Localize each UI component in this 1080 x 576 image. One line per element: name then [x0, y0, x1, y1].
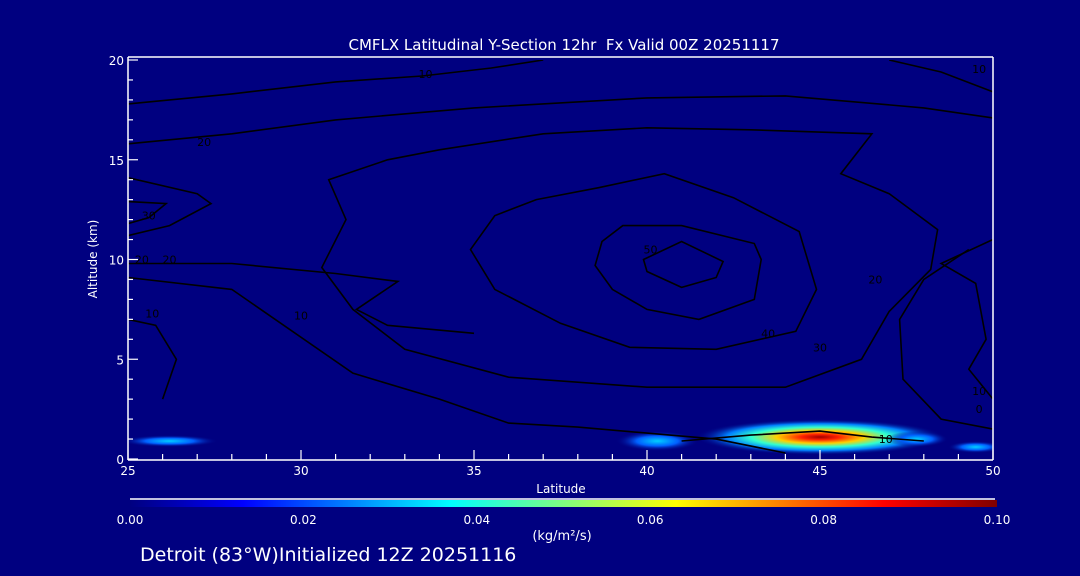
x-tick-label: 40 [639, 464, 654, 478]
contour-label: 30 [813, 341, 827, 354]
contour-label: 10 [145, 307, 159, 320]
colorbar-tick-label: 0.00 [117, 513, 144, 527]
colorbar-tick-label: 0.06 [637, 513, 664, 527]
contour-line-20 [128, 262, 475, 335]
contour-label: 20 [135, 253, 149, 266]
y-tick-label: 15 [109, 154, 124, 168]
contour-layer [128, 60, 993, 454]
x-tick-label: 35 [466, 464, 481, 478]
colorbar [130, 500, 997, 507]
x-axis-label: Latitude [536, 482, 585, 496]
y-tick-label: 10 [109, 254, 124, 268]
contour-line-10 [128, 276, 786, 454]
contour-line-0 [898, 248, 993, 430]
y-tick-label: 20 [109, 54, 124, 68]
colorbar-tick-label: 0.10 [984, 513, 1011, 527]
contour-label: 20 [197, 136, 211, 149]
contour-line-10 [939, 238, 993, 400]
colorbar-tick-label: 0.04 [463, 513, 490, 527]
y-tick-label: 5 [116, 353, 124, 367]
contour-line-10 [889, 60, 993, 93]
x-axis-ticks: 25 30 35 40 45 50 [120, 450, 1001, 478]
contour-label: 50 [643, 244, 657, 257]
contour-line-30 [469, 172, 818, 351]
contour-label: 10 [972, 63, 986, 76]
contour-line-20 [128, 176, 213, 237]
contour-label-layer: 50 40 30 20 10 20 30 20 20 10 10 10 10 10 0 [135, 63, 986, 446]
contour-line-20 [320, 126, 939, 389]
colorbar-units: (kg/m²/s) [532, 529, 591, 544]
contour-line-20 [128, 95, 993, 145]
contour-line-50 [642, 240, 725, 289]
flux-region-0 [695, 419, 945, 456]
chart-title: CMFLX Latitudinal Y-Section 12hr Fx Vali… [348, 36, 779, 54]
contour-label: 20 [868, 273, 882, 286]
x-tick-label: 45 [812, 464, 827, 478]
x-tick-label: 50 [985, 464, 1000, 478]
contour-label: 30 [142, 210, 156, 223]
flux-fill-layer [128, 419, 993, 456]
y-axis-label: Altitude (km) [86, 220, 100, 299]
y-tick-label: 0 [116, 453, 124, 467]
contour-label: 20 [163, 253, 177, 266]
x-tick-label: 30 [293, 464, 308, 478]
x-tick-label: 25 [120, 464, 135, 478]
contour-line-10 [128, 318, 178, 400]
flux-region-2 [885, 431, 949, 448]
contour-label: 10 [879, 433, 893, 446]
contour-label: 10 [419, 68, 433, 81]
contour-label: 40 [761, 327, 775, 340]
flux-region-3 [128, 435, 218, 448]
contour-line-40 [594, 224, 763, 321]
contour-label: 0 [976, 403, 983, 416]
y-axis-ticks: 0 5 10 15 20 [109, 54, 138, 467]
plot-frame [127, 56, 994, 461]
contour-label: 10 [972, 385, 986, 398]
colorbar-tick-label: 0.08 [810, 513, 837, 527]
contour-label: 10 [294, 309, 308, 322]
colorbar-ticks: 0.00 0.02 0.04 0.06 0.08 0.10 [117, 513, 1011, 527]
colorbar-tick-label: 0.02 [290, 513, 317, 527]
footer-location-init: Detroit (83°W)Initialized 12Z 20251116 [140, 544, 516, 566]
contour-line-10 [681, 430, 924, 442]
flux-region-4 [948, 441, 993, 454]
contour-line-30 [128, 200, 169, 225]
contour-line-10 [128, 60, 544, 105]
